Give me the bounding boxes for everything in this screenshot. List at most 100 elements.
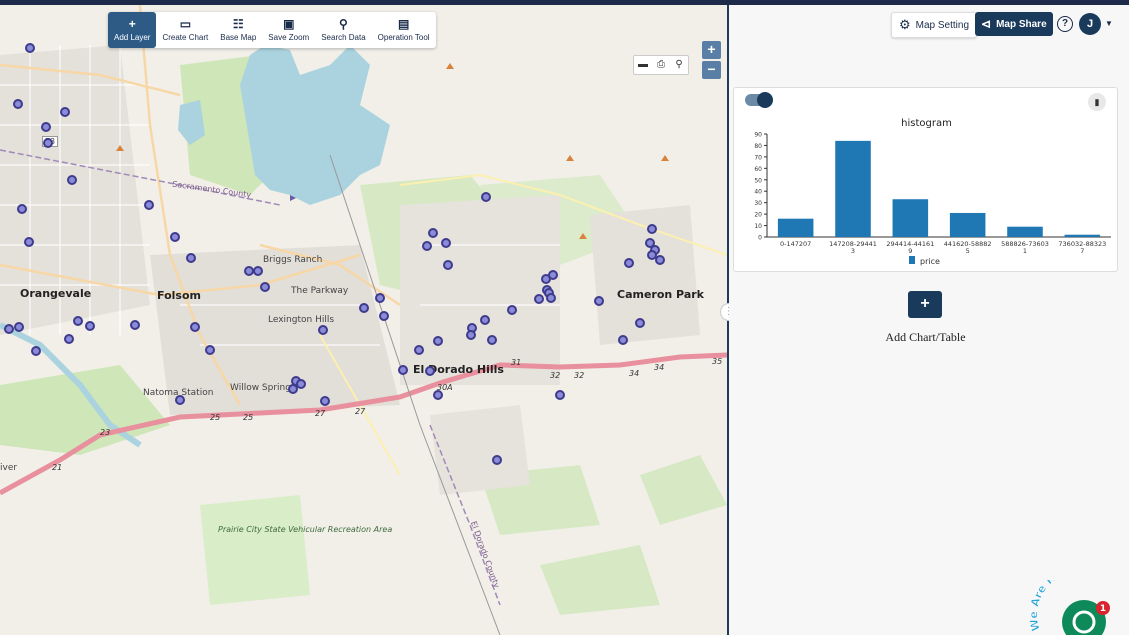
data-point-marker[interactable] [624,258,634,268]
data-point-marker[interactable] [433,336,443,346]
data-point-marker[interactable] [13,99,23,109]
route-shield: 35 [712,357,723,366]
data-point-marker[interactable] [67,175,77,185]
data-point-marker[interactable] [546,293,556,303]
data-point-marker[interactable] [253,266,263,276]
data-point-marker[interactable] [205,345,215,355]
route-shield: 32 [574,371,585,380]
data-point-marker[interactable] [441,238,451,248]
y-tick-label: 0 [758,235,762,242]
data-point-marker[interactable] [422,241,432,251]
histogram-bar [777,218,814,237]
y-tick-label: 60 [754,166,762,173]
data-point-marker[interactable] [43,138,53,148]
data-point-marker[interactable] [487,335,497,345]
data-point-marker[interactable] [655,255,665,265]
y-tick-label: 30 [754,200,762,207]
chevron-down-icon[interactable]: ▼ [1105,19,1113,28]
trash-icon[interactable]: ▮ [1088,93,1106,111]
chart-toggle[interactable] [745,92,773,108]
data-point-marker[interactable] [647,224,657,234]
data-point-marker[interactable] [555,390,565,400]
data-point-marker[interactable] [190,322,200,332]
chat-badge: 1 [1100,604,1106,614]
data-point-marker[interactable] [414,345,424,355]
data-point-marker[interactable] [186,253,196,263]
gear-icon: ⚙ [899,17,911,32]
data-point-marker[interactable] [398,365,408,375]
data-point-marker[interactable] [481,192,491,202]
toggle-knob [757,92,773,108]
data-point-marker[interactable] [379,311,389,321]
data-point-marker[interactable] [635,318,645,328]
y-tick-label: 80 [754,143,762,150]
data-point-marker[interactable] [480,315,490,325]
data-point-marker[interactable] [507,305,517,315]
search-icon: ⚲ [339,17,348,31]
chart-title: histogram [901,118,952,129]
data-point-marker[interactable] [288,384,298,394]
data-point-marker[interactable] [73,316,83,326]
zoom-in-button[interactable]: + [702,41,721,59]
right-panel: ⚙ Map Setting ⊲ Map Share ? J ▼ ▮ histog… [729,5,1129,635]
base-map-button[interactable]: ☷ Base Map [220,17,257,42]
data-point-marker[interactable] [359,303,369,313]
legend-swatch [909,256,915,264]
avatar[interactable]: J [1079,13,1101,35]
save-zoom-button[interactable]: ▣ Save Zoom [268,17,310,42]
base-map [0,5,727,635]
chart-card: ▮ histogram 0 10 20 30 40 50 60 70 80 90 0-147207 1… [733,87,1118,272]
data-point-marker[interactable] [466,330,476,340]
create-chart-button[interactable]: ▭ Create Chart [162,17,209,42]
route-shield: 25 [210,413,221,422]
data-point-marker[interactable] [24,237,34,247]
chat-widget[interactable]: We Are Here! 1 [1030,580,1125,635]
data-point-marker[interactable] [85,321,95,331]
map-share-button[interactable]: ⊲ Map Share [975,12,1053,36]
data-point-marker[interactable] [60,107,70,117]
data-point-marker[interactable] [144,200,154,210]
data-point-marker[interactable] [534,294,544,304]
map-view[interactable]: Folsom Orangevale Briggs Ranch The Parkw… [0,5,727,635]
data-point-marker[interactable] [443,260,453,270]
zoom-search-icon[interactable]: ⚲ [675,59,683,70]
add-chart-button[interactable]: + [908,291,942,318]
data-point-marker[interactable] [17,204,27,214]
label-natoma-station: Natoma Station [143,388,214,398]
map-setting-button[interactable]: ⚙ Map Setting [891,12,978,38]
data-point-marker[interactable] [14,322,24,332]
data-point-marker[interactable] [492,455,502,465]
data-point-marker[interactable] [31,346,41,356]
data-point-marker[interactable] [594,296,604,306]
operation-tool-button[interactable]: ▤ Operation Tool [377,17,430,42]
x-tick-label: 0-147207 [780,240,811,248]
data-point-marker[interactable] [170,232,180,242]
data-point-marker[interactable] [130,320,140,330]
add-layer-button[interactable]: + Add Layer [108,12,157,48]
print-icon[interactable]: ⎙ [657,59,665,70]
data-point-marker[interactable] [64,334,74,344]
data-point-marker[interactable] [428,228,438,238]
data-point-marker[interactable] [618,335,628,345]
data-point-marker[interactable] [244,266,254,276]
data-point-marker[interactable] [4,324,14,334]
route-shield: 30A [437,383,453,392]
data-point-marker[interactable] [548,270,558,280]
search-data-button[interactable]: ⚲ Search Data [321,17,366,42]
data-point-marker[interactable] [433,390,443,400]
histogram-bar [835,140,871,237]
zoom-out-button[interactable]: − [702,61,721,79]
data-point-marker[interactable] [175,395,185,405]
data-point-marker[interactable] [320,396,330,406]
data-point-marker[interactable] [375,293,385,303]
y-tick-label: 90 [754,132,762,139]
data-point-marker[interactable] [25,43,35,53]
data-point-marker[interactable] [318,325,328,335]
help-icon[interactable]: ? [1057,16,1073,32]
ruler-icon[interactable]: ▬ [638,59,648,70]
data-point-marker[interactable] [296,379,306,389]
data-point-marker[interactable] [41,122,51,132]
data-point-marker[interactable] [425,366,435,376]
share-icon: ⊲ [981,17,992,31]
data-point-marker[interactable] [260,282,270,292]
